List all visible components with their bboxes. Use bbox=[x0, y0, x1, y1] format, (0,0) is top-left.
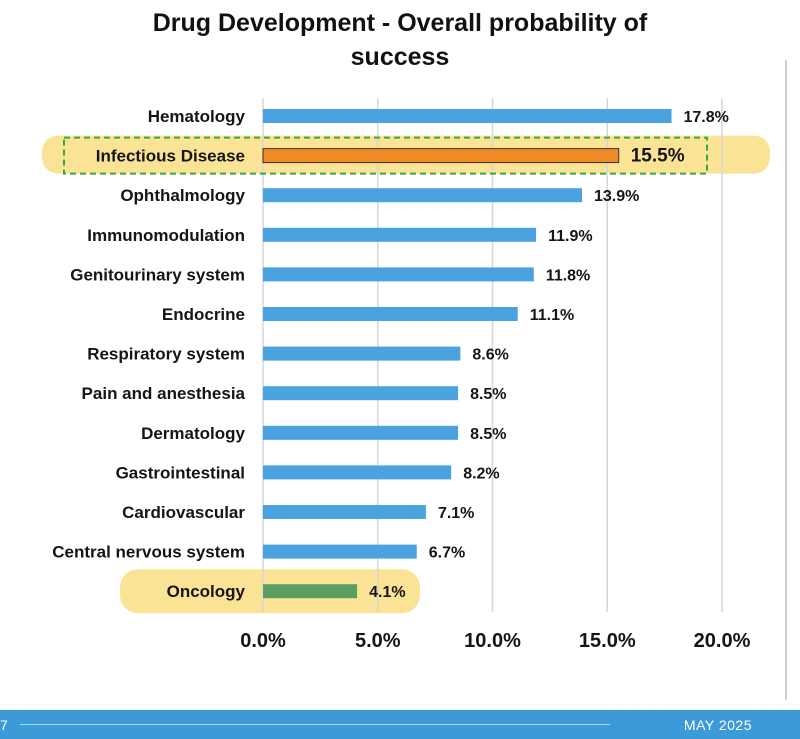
value-label-endocrine: 11.1% bbox=[530, 307, 574, 324]
chart-title-line-1: Drug Development - Overall probability o… bbox=[152, 9, 648, 37]
chart-title: Drug Development - Overall probability o… bbox=[0, 6, 800, 74]
value-label-cardiovascular: 7.1% bbox=[438, 505, 474, 522]
bar-endocrine bbox=[263, 307, 518, 321]
value-label-infectious-disease: 15.5% bbox=[631, 146, 685, 167]
x-tick-label-2: 10.0% bbox=[464, 630, 521, 652]
highlight-dashed-box bbox=[63, 136, 708, 175]
value-label-gastrointestinal: 8.2% bbox=[463, 465, 499, 482]
value-label-central-nervous-system: 6.7% bbox=[429, 545, 465, 562]
category-label-endocrine: Endocrine bbox=[162, 305, 245, 324]
bar-genitourinary-system bbox=[263, 267, 534, 282]
bar-gastrointestinal bbox=[263, 465, 452, 480]
bar-pain-and-anesthesia bbox=[263, 386, 459, 401]
footer-rule bbox=[20, 724, 610, 725]
x-tick-label-3: 15.0% bbox=[579, 630, 636, 652]
category-label-infectious-disease: Infectious Disease bbox=[96, 147, 245, 166]
category-label-hematology: Hematology bbox=[148, 107, 246, 126]
x-tick-label-4: 20.0% bbox=[694, 630, 751, 652]
value-label-hematology: 17.8% bbox=[684, 109, 729, 126]
slide-footer: 7 MAY 2025 bbox=[0, 710, 800, 739]
bar-chart: Hematology 17.8% Infectious Disease 15.5% Op… bbox=[42, 98, 770, 652]
value-label-genitourinary-system: 11.8% bbox=[546, 267, 590, 284]
bar-respiratory-system bbox=[263, 346, 461, 361]
bar-oncology bbox=[263, 584, 358, 599]
bar-infectious-disease bbox=[262, 148, 620, 164]
category-label-gastrointestinal: Gastrointestinal bbox=[116, 463, 245, 482]
value-label-ophthalmology: 13.9% bbox=[594, 188, 639, 205]
bar-central-nervous-system bbox=[263, 544, 417, 559]
chart-title-line-2: success bbox=[350, 43, 450, 71]
value-label-pain-and-anesthesia: 8.5% bbox=[470, 386, 506, 403]
bar-ophthalmology bbox=[263, 188, 583, 203]
bar-immunomodulation bbox=[263, 227, 537, 242]
value-label-immunomodulation: 11.9% bbox=[548, 228, 592, 245]
bar-dermatology bbox=[263, 425, 459, 440]
x-tick-label-1: 5.0% bbox=[355, 630, 401, 652]
value-label-dermatology: 8.5% bbox=[470, 426, 506, 443]
x-tick-label-0: 0.0% bbox=[240, 630, 286, 652]
category-label-pain-and-anesthesia: Pain and anesthesia bbox=[82, 384, 246, 403]
category-label-respiratory-system: Respiratory system bbox=[87, 345, 245, 364]
category-label-immunomodulation: Immunomodulation bbox=[87, 226, 245, 245]
category-label-cardiovascular: Cardiovascular bbox=[122, 503, 245, 522]
bar-cardiovascular bbox=[263, 505, 426, 519]
bar-hematology bbox=[263, 109, 672, 123]
category-label-central-nervous-system: Central nervous system bbox=[52, 543, 245, 562]
category-label-ophthalmology: Ophthalmology bbox=[120, 186, 245, 205]
slide-edge-divider bbox=[785, 60, 787, 700]
category-label-genitourinary-system: Genitourinary system bbox=[70, 265, 245, 284]
category-label-oncology: Oncology bbox=[167, 582, 246, 601]
footer-page-number: 7 bbox=[0, 717, 8, 733]
footer-date: MAY 2025 bbox=[683, 717, 752, 733]
value-label-respiratory-system: 8.6% bbox=[472, 347, 508, 364]
category-label-dermatology: Dermatology bbox=[141, 424, 245, 443]
value-label-oncology: 4.1% bbox=[369, 584, 405, 601]
